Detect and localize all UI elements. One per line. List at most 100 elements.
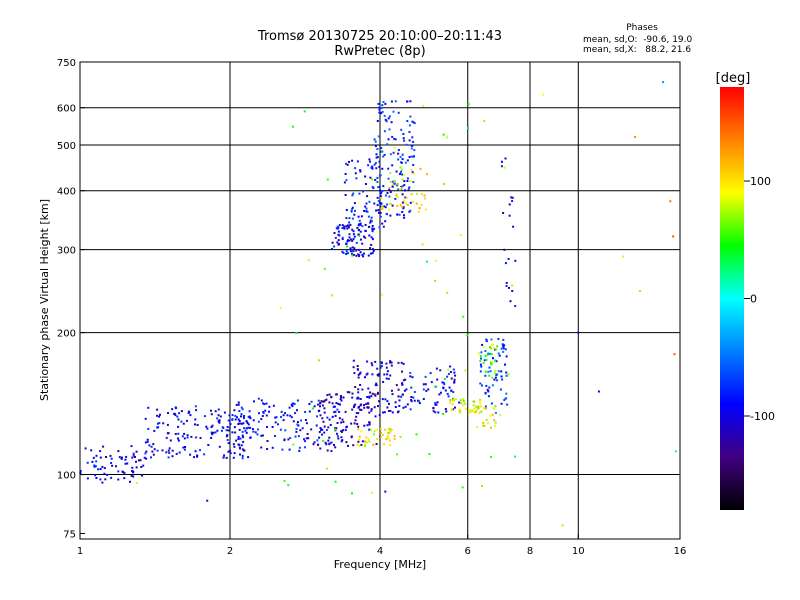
data-point bbox=[315, 424, 318, 427]
data-point bbox=[308, 410, 311, 413]
data-point bbox=[386, 406, 389, 409]
data-point bbox=[382, 185, 385, 188]
data-point bbox=[206, 499, 209, 502]
data-point bbox=[346, 163, 349, 166]
data-point bbox=[366, 360, 369, 363]
data-point bbox=[349, 250, 352, 253]
data-point bbox=[210, 409, 212, 412]
data-point bbox=[183, 448, 186, 451]
data-point bbox=[402, 362, 405, 365]
data-point bbox=[372, 250, 375, 252]
data-point bbox=[249, 426, 252, 429]
data-point bbox=[169, 439, 172, 442]
data-point bbox=[391, 164, 394, 167]
data-point bbox=[371, 167, 374, 170]
phase-stats-x: mean, sd,X: 88.2, 21.6 bbox=[583, 45, 691, 55]
data-point bbox=[480, 351, 483, 354]
data-point bbox=[377, 135, 380, 138]
data-point bbox=[210, 436, 213, 439]
data-point bbox=[395, 194, 398, 197]
data-point bbox=[321, 417, 324, 420]
data-point bbox=[263, 403, 266, 406]
data-point bbox=[367, 164, 370, 167]
data-point bbox=[341, 418, 344, 421]
data-point bbox=[359, 222, 362, 225]
data-point bbox=[367, 438, 370, 441]
data-point bbox=[503, 166, 506, 169]
data-point bbox=[352, 238, 355, 241]
data-point bbox=[404, 378, 407, 381]
data-point bbox=[484, 391, 487, 394]
data-point bbox=[268, 410, 270, 413]
data-point bbox=[319, 414, 322, 417]
data-point bbox=[199, 449, 201, 452]
data-point bbox=[323, 267, 326, 270]
data-point bbox=[338, 417, 341, 420]
data-point bbox=[177, 432, 180, 435]
data-point bbox=[391, 204, 394, 207]
data-point bbox=[182, 446, 185, 449]
data-point bbox=[358, 435, 361, 438]
data-point bbox=[95, 477, 98, 479]
data-point bbox=[452, 408, 455, 411]
data-point bbox=[184, 446, 186, 448]
data-point bbox=[483, 359, 486, 362]
data-point bbox=[390, 429, 393, 431]
data-point bbox=[111, 464, 114, 467]
data-point bbox=[452, 399, 455, 402]
data-point bbox=[400, 128, 403, 131]
data-point bbox=[109, 454, 112, 457]
x-tick-label: 8 bbox=[527, 546, 533, 557]
data-point bbox=[217, 408, 220, 411]
data-point bbox=[217, 414, 220, 417]
data-point bbox=[346, 227, 349, 230]
data-point bbox=[391, 135, 394, 138]
data-point bbox=[341, 250, 344, 253]
data-point bbox=[241, 457, 244, 460]
data-point bbox=[485, 339, 488, 341]
data-point bbox=[413, 149, 416, 152]
data-point bbox=[99, 450, 102, 453]
data-point bbox=[336, 435, 339, 438]
data-point bbox=[639, 290, 641, 293]
data-point bbox=[485, 419, 488, 421]
data-point bbox=[347, 239, 349, 242]
data-point bbox=[403, 184, 406, 187]
data-point bbox=[507, 258, 510, 260]
data-point bbox=[669, 200, 672, 203]
data-point bbox=[247, 456, 250, 459]
data-point bbox=[381, 110, 384, 113]
data-point bbox=[330, 441, 333, 444]
data-point bbox=[366, 424, 369, 427]
data-point bbox=[390, 121, 393, 124]
data-point bbox=[401, 370, 403, 373]
data-point bbox=[412, 172, 415, 175]
data-point bbox=[410, 147, 413, 150]
data-point bbox=[359, 384, 362, 386]
data-point bbox=[86, 477, 89, 480]
data-point bbox=[391, 185, 394, 188]
data-point bbox=[353, 404, 356, 407]
data-point bbox=[228, 426, 231, 429]
data-point bbox=[375, 428, 378, 431]
data-point bbox=[364, 440, 366, 443]
data-point bbox=[409, 408, 412, 411]
data-point bbox=[333, 444, 335, 446]
data-point bbox=[357, 412, 360, 415]
data-point bbox=[389, 153, 392, 156]
data-point bbox=[383, 153, 386, 156]
data-point bbox=[458, 401, 461, 404]
data-point bbox=[413, 122, 416, 125]
data-point bbox=[418, 402, 421, 405]
data-point bbox=[387, 167, 390, 170]
data-point bbox=[484, 350, 487, 352]
data-point bbox=[514, 455, 517, 458]
data-point bbox=[376, 367, 379, 370]
data-point bbox=[492, 407, 495, 410]
data-point bbox=[337, 239, 340, 242]
data-point bbox=[350, 238, 353, 241]
data-point bbox=[333, 411, 336, 414]
data-point bbox=[334, 414, 337, 417]
data-point bbox=[322, 440, 325, 442]
data-point bbox=[323, 411, 326, 414]
